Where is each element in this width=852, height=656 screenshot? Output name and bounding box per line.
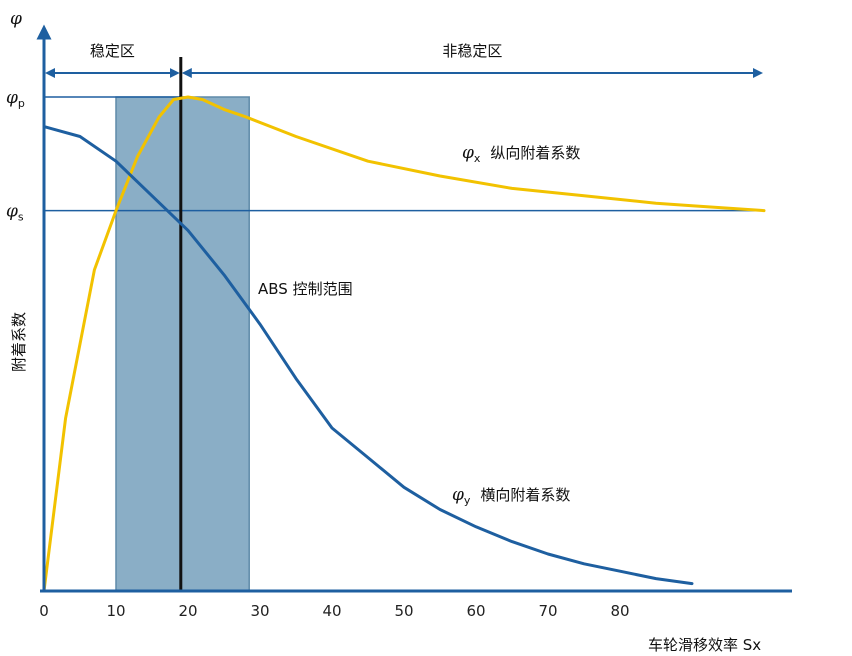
series-line-phi-x [42, 95, 766, 593]
x-tick-label: 60 [466, 602, 485, 620]
y-axis-symbol: φ [10, 9, 22, 29]
abs-control-region [115, 96, 250, 592]
reference-lines [44, 57, 764, 591]
series-label-phi-y: φy 横向附着系数 [452, 485, 570, 507]
y-tick-label-phi-s: φs [6, 202, 24, 224]
region-label-1: 非稳定区 [442, 42, 502, 60]
axes [36, 24, 792, 593]
abs-label: ABS 控制范围 [258, 280, 353, 298]
x-tick-label: 20 [178, 602, 197, 620]
x-tick-label: 0 [39, 602, 49, 620]
series-label-phi-x: φx 纵向附着系数 [462, 143, 580, 165]
x-tick-label: 40 [322, 602, 341, 620]
y-tick-label-phi-p: φp [6, 88, 25, 110]
x-tick-label: 50 [394, 602, 413, 620]
shade-layer [115, 96, 250, 592]
x-tick-label: 30 [250, 602, 269, 620]
x-tick-label: 70 [538, 602, 557, 620]
y-axis-title: 附着系数 [10, 312, 28, 372]
x-tick-label: 80 [610, 602, 629, 620]
x-axis-title: 车轮滑移效率 Sx [648, 636, 761, 654]
series-line-phi-y [42, 125, 694, 586]
tick-labels: 0 10 20 30 40 50 60 70 80 φp φs [6, 88, 630, 620]
region-label-0: 稳定区 [90, 42, 135, 60]
x-tick-label: 10 [106, 602, 125, 620]
region-markers: 稳定区 非稳定区 [45, 42, 763, 78]
series-layer [42, 95, 766, 593]
